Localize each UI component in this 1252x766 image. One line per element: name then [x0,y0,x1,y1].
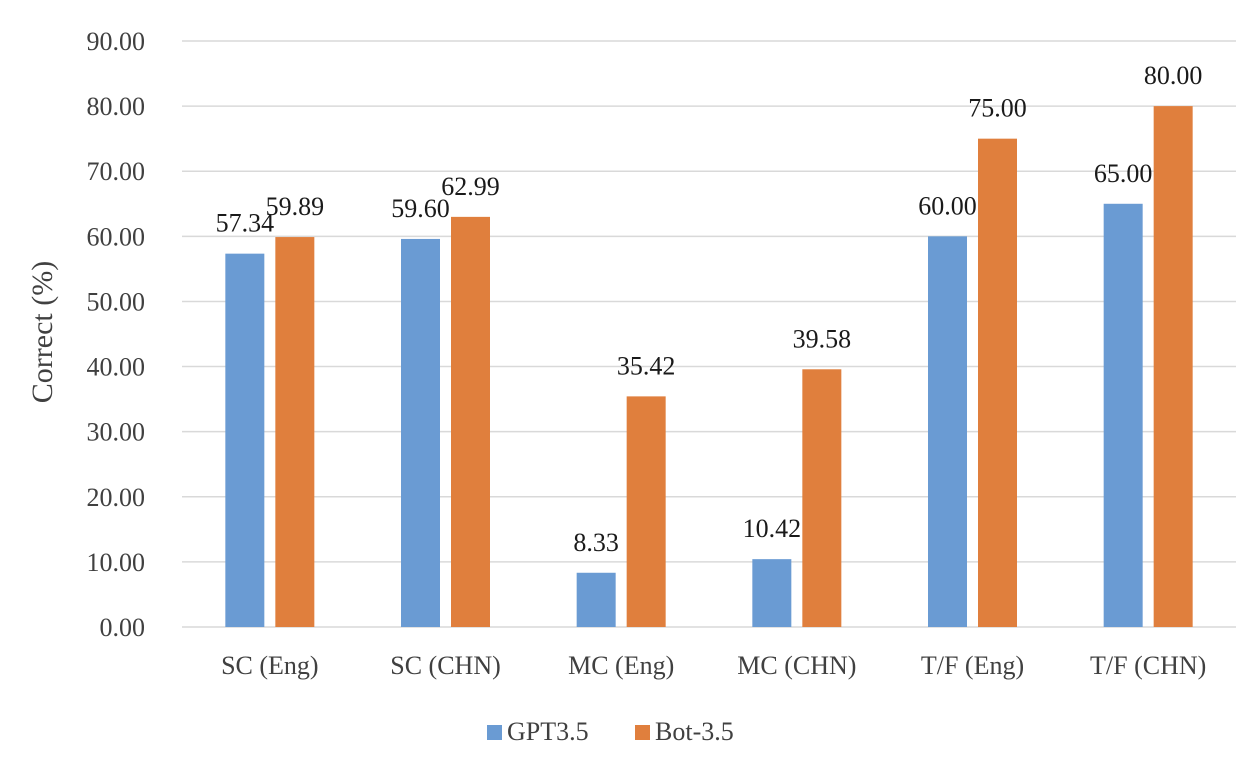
y-tick-label: 90.00 [87,27,146,56]
bar-bot-3-5 [275,237,315,627]
data-label: 57.34 [216,209,275,238]
bar-gpt3-5 [752,559,792,627]
y-tick-label: 60.00 [87,222,146,251]
gridlines [182,40,1236,628]
y-tick-label: 50.00 [87,287,146,316]
data-label: 62.99 [441,172,500,201]
bar-gpt3-5 [401,238,440,627]
bar-gpt3-5 [1103,203,1143,627]
data-label: 59.89 [266,192,325,221]
x-tick-label: T/F (Eng) [921,651,1024,680]
bars [225,106,1193,628]
y-axis-ticks: 0.00 10.00 20.00 30.00 40.00 50.00 60.00 70.00 8… [87,27,146,642]
y-tick-label: 0.00 [100,613,146,642]
bar-bot-3-5 [1153,106,1193,628]
x-tick-label: SC (CHN) [390,651,501,680]
data-label: 8.33 [573,528,619,557]
x-axis-ticks: SC (Eng) SC (CHN) MC (Eng) MC (CHN) T/F (Eng… [221,651,1206,680]
bar-gpt3-5 [225,253,265,627]
y-tick-label: 30.00 [87,418,146,447]
x-tick-label: MC (Eng) [568,651,674,680]
data-label: 35.42 [617,351,676,380]
bar-bot-3-5 [978,138,1017,627]
x-tick-label: MC (CHN) [737,651,856,680]
data-label: 80.00 [1144,61,1203,90]
y-tick-label: 70.00 [87,157,146,186]
bar-bot-3-5 [451,216,490,627]
bar-bot-3-5 [626,396,666,627]
legend-swatch [635,725,650,740]
data-label: 59.60 [391,194,450,223]
bar-gpt3-5 [928,236,967,628]
legend-swatch [487,725,502,740]
bar-bot-3-5 [802,369,842,627]
y-axis-title: Correct (%) [26,261,59,403]
y-tick-label: 10.00 [87,548,146,577]
data-label: 65.00 [1094,159,1153,188]
legend-label: GPT3.5 [507,717,589,746]
legend-label: Bot-3.5 [655,717,734,746]
bar-gpt3-5 [576,572,616,627]
y-tick-label: 20.00 [87,483,146,512]
y-tick-label: 40.00 [87,353,146,382]
x-tick-label: SC (Eng) [221,651,319,680]
data-label: 39.58 [793,324,852,353]
data-label: 60.00 [918,191,977,220]
data-label: 75.00 [968,94,1027,123]
x-tick-label: T/F (CHN) [1090,651,1206,680]
legend: GPT3.5 Bot-3.5 [487,717,734,746]
data-label: 10.42 [743,514,802,543]
y-tick-label: 80.00 [87,92,146,121]
